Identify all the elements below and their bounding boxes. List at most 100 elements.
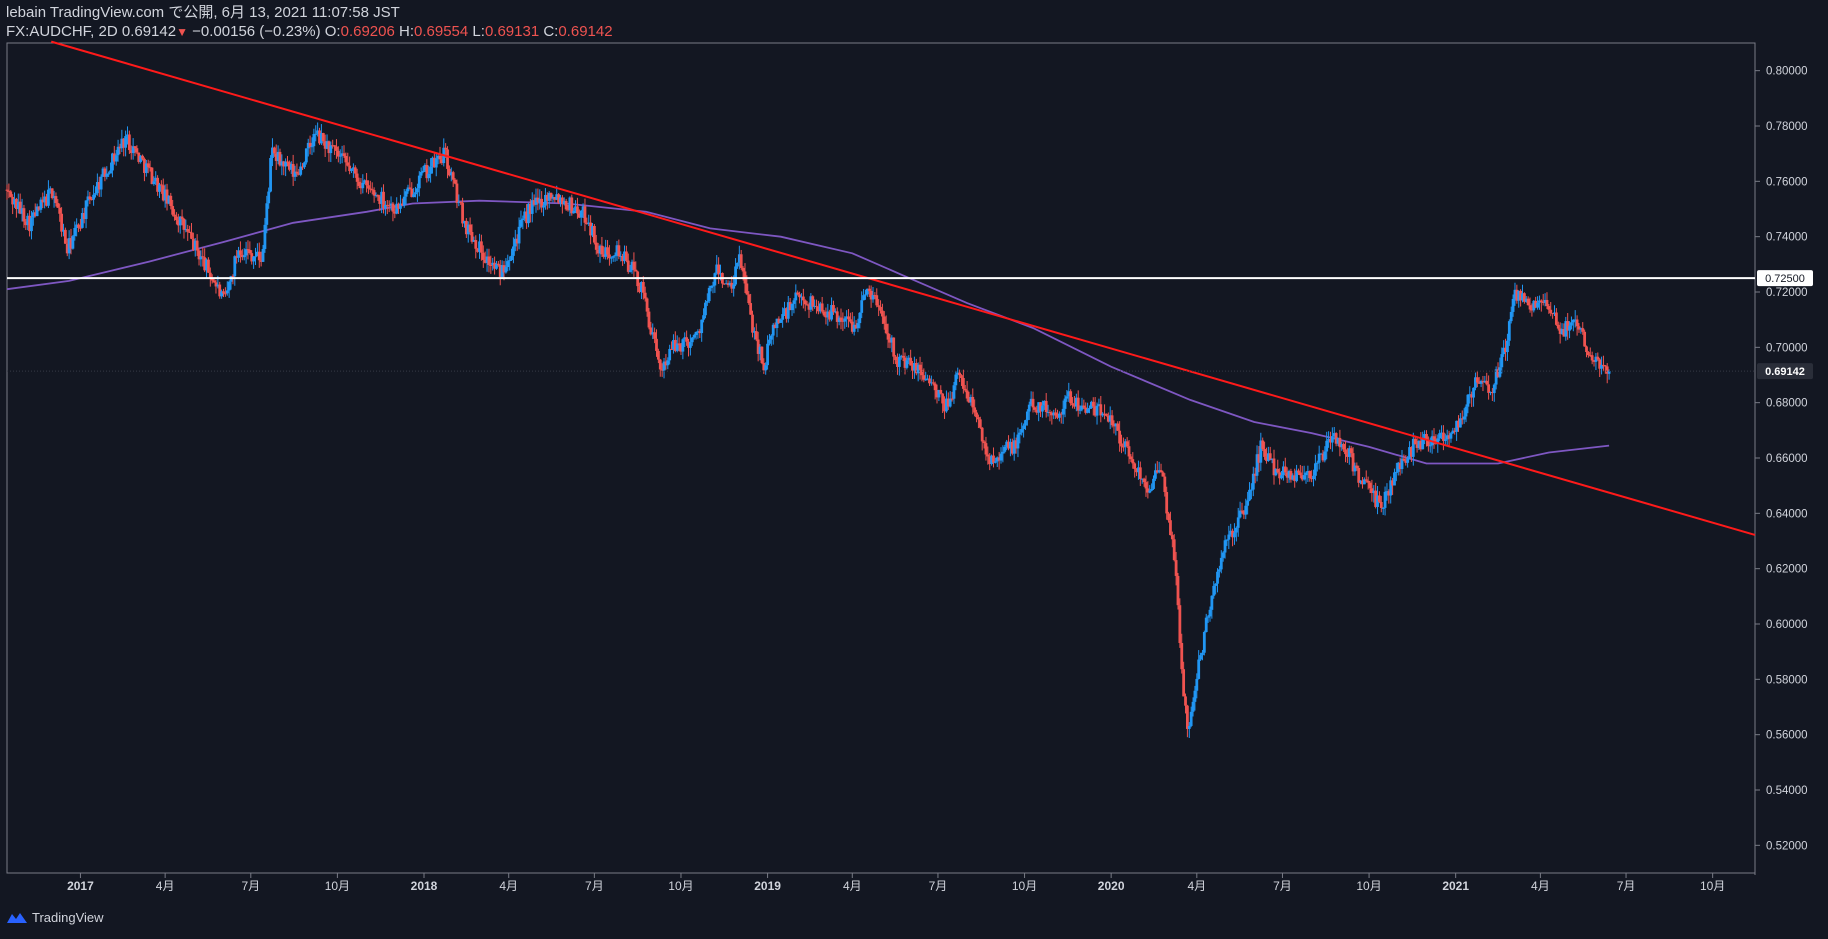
- candle: [1564, 316, 1568, 341]
- candle: [310, 137, 314, 156]
- candle: [841, 312, 845, 331]
- candle-body: [493, 262, 496, 269]
- candle-body: [1238, 510, 1242, 518]
- ohlc-line: FX:AUDCHF, 2D 0.69142▼ −0.00156 (−0.23%)…: [6, 23, 613, 41]
- candle-body: [144, 163, 148, 173]
- candle: [602, 246, 606, 259]
- candle: [1170, 531, 1174, 548]
- candle: [1417, 439, 1421, 451]
- candle: [237, 246, 240, 263]
- candle-body: [1061, 408, 1065, 415]
- candle: [1539, 299, 1543, 312]
- candle: [1415, 438, 1419, 453]
- candle: [897, 353, 901, 376]
- candle: [271, 138, 274, 167]
- candle: [442, 138, 446, 167]
- candle-body: [1485, 380, 1489, 385]
- candle-body: [50, 188, 54, 199]
- candle-body: [1265, 456, 1268, 461]
- candle: [1199, 652, 1202, 661]
- candle-body: [1524, 298, 1528, 302]
- candle-body: [570, 197, 574, 214]
- candle-body: [1253, 473, 1257, 476]
- candle: [954, 370, 958, 391]
- candle-body: [291, 163, 295, 177]
- candle: [905, 355, 909, 370]
- candle: [788, 298, 792, 311]
- candle: [372, 187, 376, 203]
- candle: [190, 223, 193, 240]
- candle: [222, 288, 225, 298]
- candle-body: [841, 320, 845, 322]
- candle: [1426, 436, 1430, 452]
- candle: [632, 252, 636, 277]
- candle: [544, 188, 547, 210]
- candle: [960, 374, 963, 386]
- candle: [95, 173, 99, 196]
- x-tick-label: 10月: [1012, 879, 1037, 893]
- candle-body: [431, 157, 434, 167]
- candle: [858, 312, 862, 329]
- candle-body: [638, 286, 641, 292]
- candle: [995, 456, 999, 468]
- candle: [589, 215, 593, 245]
- candle: [498, 259, 502, 286]
- candle: [1035, 405, 1039, 415]
- tradingview-watermark[interactable]: TradingView: [6, 910, 104, 925]
- candle: [773, 322, 777, 329]
- candle-body: [1041, 405, 1044, 412]
- candle: [1118, 421, 1122, 452]
- candle-body: [624, 251, 628, 261]
- candle: [1155, 461, 1159, 474]
- candle-body: [338, 155, 342, 157]
- candle-body: [726, 283, 730, 286]
- candle: [980, 426, 984, 451]
- candle: [562, 197, 566, 206]
- candle: [545, 192, 549, 210]
- candle-body: [591, 225, 594, 236]
- candle: [169, 192, 173, 210]
- candle: [1074, 393, 1078, 412]
- candle-body: [1018, 432, 1022, 435]
- candle-body: [1103, 413, 1106, 415]
- candle: [920, 361, 924, 382]
- candle-body: [741, 267, 745, 272]
- candle-body: [771, 324, 775, 336]
- candle-body: [1419, 440, 1423, 450]
- candle: [1103, 404, 1106, 420]
- candle: [1167, 511, 1170, 523]
- candle: [333, 145, 336, 155]
- candle-body: [1293, 475, 1297, 482]
- candle-body: [154, 177, 158, 182]
- candle: [948, 391, 952, 408]
- candle-body: [1178, 605, 1182, 644]
- candle: [977, 414, 980, 429]
- candle: [114, 149, 118, 166]
- candle: [20, 198, 24, 222]
- candle-body: [1455, 420, 1459, 432]
- candle: [1408, 441, 1411, 460]
- candle-body: [858, 312, 862, 324]
- candle: [521, 215, 525, 230]
- candle: [1157, 461, 1161, 474]
- candle-body: [647, 311, 651, 328]
- candle-body: [653, 332, 657, 339]
- candle-body: [286, 161, 289, 163]
- candle: [1101, 412, 1105, 418]
- candle-body: [1310, 478, 1314, 480]
- candle-body: [690, 337, 694, 343]
- candle-body: [1355, 465, 1359, 469]
- low-label: L:: [472, 23, 485, 40]
- candle-body: [1187, 725, 1191, 729]
- candle-body: [856, 323, 860, 329]
- candle-body: [589, 222, 593, 236]
- candle-body: [786, 302, 790, 319]
- candle-body: [896, 360, 899, 367]
- candle: [1276, 459, 1280, 474]
- candle-body: [1118, 430, 1122, 444]
- candle-body: [112, 153, 116, 162]
- candle-body: [461, 202, 464, 224]
- candle-body: [1185, 705, 1189, 729]
- candle: [139, 155, 143, 164]
